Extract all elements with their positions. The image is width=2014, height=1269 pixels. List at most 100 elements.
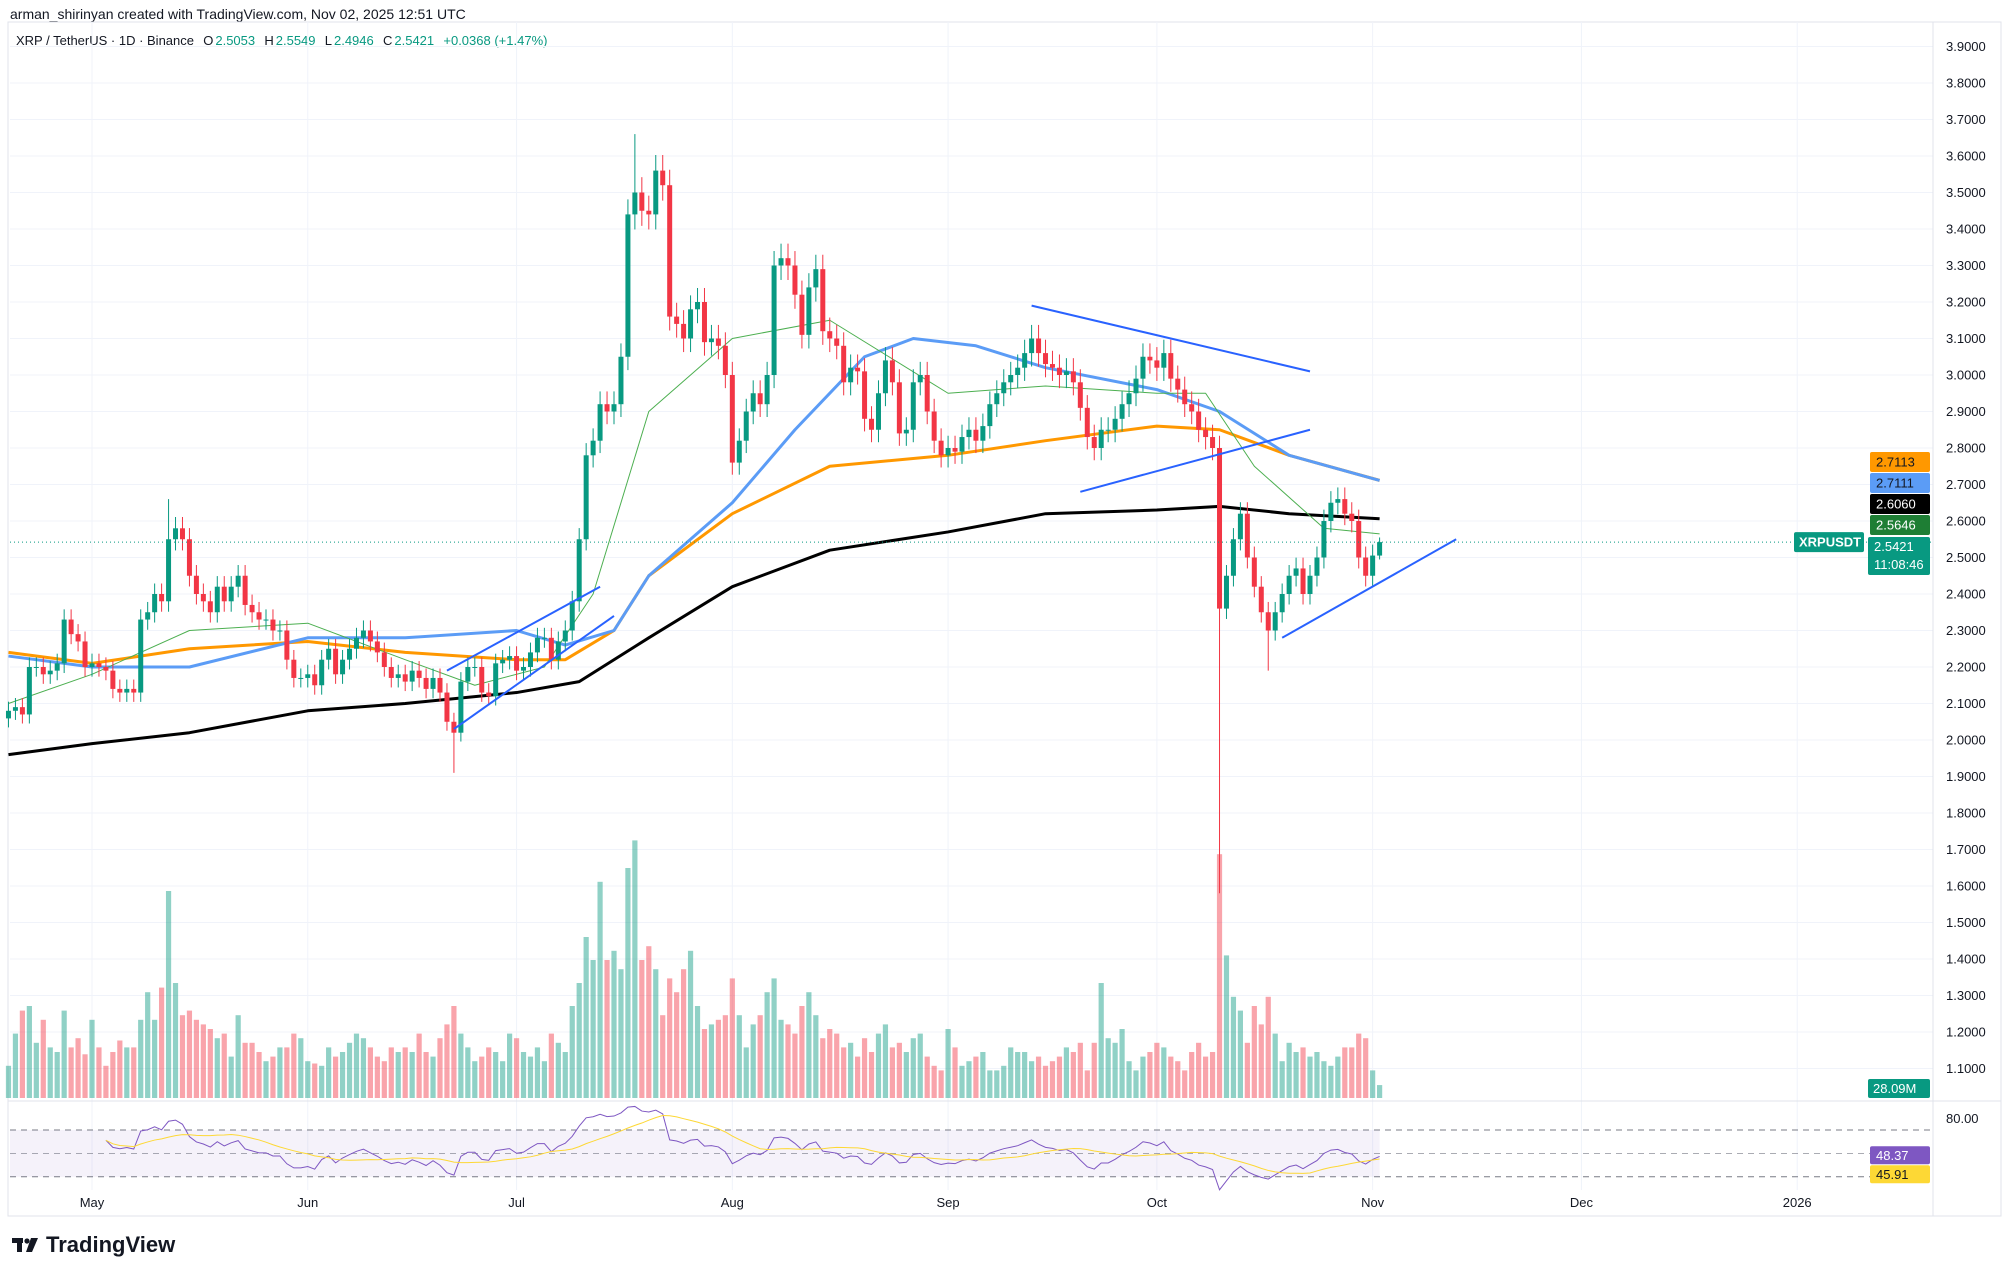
volume-bar — [1001, 1065, 1007, 1098]
price-tick-label: 1.3000 — [1946, 988, 1986, 1003]
volume-bar — [896, 1042, 902, 1098]
candle-up — [1230, 539, 1236, 576]
price-tick-label: 1.2000 — [1946, 1025, 1986, 1040]
candle-up — [235, 575, 241, 587]
candle-down — [96, 663, 102, 667]
volume-bar — [1035, 1056, 1042, 1098]
volume-bar — [1168, 1056, 1174, 1098]
candle-up — [1126, 393, 1132, 405]
candle-up — [1377, 542, 1383, 556]
volume-bar — [1161, 1047, 1167, 1098]
volume-bar — [179, 1015, 186, 1098]
volume-bar — [834, 1033, 840, 1098]
volume-bar — [131, 1047, 137, 1098]
volume-bar — [1133, 1070, 1139, 1098]
volume-bar — [277, 1047, 283, 1098]
volume-bar — [110, 1052, 116, 1098]
candle-up — [1098, 429, 1104, 448]
candle-down — [200, 594, 206, 602]
volume-bar — [138, 1019, 144, 1098]
candle-up — [395, 674, 401, 678]
volume-bar — [1321, 1061, 1327, 1098]
tradingview-logo[interactable]: TradingView — [12, 1232, 175, 1258]
volume-bar — [61, 1010, 67, 1098]
volume-bar — [855, 1056, 861, 1098]
candle-up — [618, 356, 624, 405]
candle-up — [527, 652, 533, 667]
volume-bar — [583, 937, 589, 1098]
last-price-tag-bg — [1868, 537, 1930, 575]
low-label: L — [324, 33, 332, 48]
volume-bar — [959, 1065, 965, 1098]
candle-up — [534, 637, 540, 653]
candle-up — [124, 688, 130, 693]
candle-down — [1175, 378, 1181, 390]
candle-down — [479, 667, 485, 693]
volume-bar — [639, 960, 645, 1098]
trendlines[interactable] — [10, 304, 1933, 730]
candle-up — [611, 404, 617, 412]
volume-bar — [207, 1029, 213, 1098]
price-tick-label: 1.7000 — [1946, 842, 1986, 857]
grid — [7, 21, 2002, 1217]
volume-bar — [326, 1047, 332, 1098]
volume-bar — [569, 1006, 575, 1098]
candle-down — [862, 371, 868, 419]
volume-bar — [785, 1024, 791, 1098]
price-tick-label: 3.0000 — [1946, 368, 1986, 383]
volume-bar — [799, 1006, 805, 1098]
candle-up — [1133, 378, 1139, 394]
candle-down — [291, 659, 297, 678]
volume-bar — [249, 1042, 255, 1098]
candle-down — [674, 316, 680, 324]
candle-down — [103, 667, 109, 671]
candle-up — [1063, 371, 1069, 375]
price-tick-label: 2.7000 — [1946, 477, 1986, 492]
volume-bar — [687, 950, 694, 1098]
volume-bar — [1091, 1042, 1097, 1098]
candle-up — [1161, 353, 1167, 368]
volume-bar — [1209, 1052, 1216, 1098]
volume-bar — [1077, 1042, 1083, 1098]
candle-down — [284, 630, 290, 660]
volume-bar — [458, 1033, 464, 1098]
candle-up — [1008, 375, 1014, 383]
volume-bar — [646, 946, 652, 1098]
candle-down — [973, 429, 979, 441]
candle-down — [1203, 429, 1209, 438]
high-value: 2.5549 — [275, 33, 316, 48]
trendline — [453, 615, 615, 730]
time-tick-label: May — [80, 1195, 105, 1210]
ma-blue-tag-bg — [1870, 473, 1930, 493]
volume-bar — [507, 1033, 513, 1098]
candle-up — [882, 360, 888, 394]
volume-bar — [291, 1033, 297, 1098]
candle-up — [875, 393, 881, 430]
candle-down — [333, 648, 339, 675]
candle-down — [1168, 353, 1174, 379]
volume-bar — [242, 1042, 248, 1098]
candle-down — [1036, 338, 1042, 354]
candle-up — [778, 258, 784, 266]
volume-bar — [952, 1047, 958, 1098]
candle-down — [1258, 586, 1264, 613]
volume-bar — [1196, 1042, 1202, 1098]
volume-bar — [346, 1042, 353, 1098]
volume-bar — [1363, 1038, 1369, 1098]
moving-average-line — [8, 319, 1380, 704]
candle-up — [562, 630, 568, 642]
volume-bar — [980, 1052, 986, 1098]
trendline — [446, 585, 601, 672]
candle-up — [472, 667, 478, 668]
candle-down — [701, 302, 707, 343]
candle-down — [639, 192, 645, 211]
candle-up — [653, 170, 659, 215]
price-tick-label: 1.9000 — [1946, 769, 1986, 784]
candle-up — [771, 265, 777, 375]
volume-bar — [778, 1019, 784, 1098]
volume-bar — [381, 1061, 387, 1098]
axes[interactable]: 3.9000 3.8000 3.7000 3.6000 3.5000 3.4000 3.30… — [80, 39, 1986, 1210]
volume-bar — [451, 1006, 457, 1098]
symbol-title[interactable]: XRP / TetherUS · 1D · Binance — [16, 33, 194, 48]
